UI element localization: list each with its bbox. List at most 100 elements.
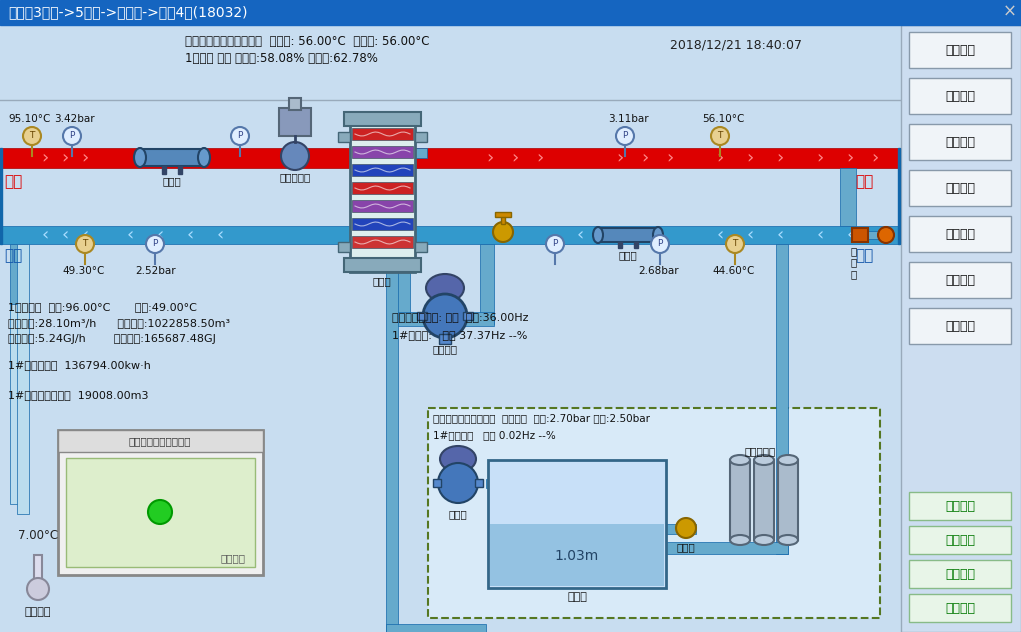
Bar	[778, 460, 798, 540]
Text: ›: ›	[42, 149, 49, 167]
Bar	[162, 166, 166, 174]
Text: ‹: ‹	[717, 226, 724, 244]
Bar	[0, 148, 2, 244]
Circle shape	[76, 235, 94, 253]
Text: ‹: ‹	[61, 226, 68, 244]
Text: ›: ›	[617, 149, 624, 167]
Text: ‹: ‹	[187, 226, 194, 244]
Bar	[475, 479, 483, 487]
Text: 返回站点: 返回站点	[945, 602, 975, 614]
Circle shape	[23, 127, 41, 145]
Bar	[840, 168, 856, 226]
Text: ›: ›	[717, 149, 724, 167]
Ellipse shape	[653, 227, 663, 243]
Bar	[634, 242, 638, 248]
Text: ›: ›	[82, 149, 89, 167]
Text: ‹: ‹	[82, 226, 89, 244]
Text: ‹: ‹	[846, 226, 854, 244]
Bar	[909, 170, 1011, 206]
Text: 机组：3工区->5班组->钢花站->钢花4管(18032): 机组：3工区->5班组->钢花站->钢花4管(18032)	[8, 5, 247, 19]
Circle shape	[27, 578, 49, 600]
Ellipse shape	[778, 535, 798, 545]
Text: ›: ›	[846, 149, 854, 167]
Bar	[352, 164, 414, 176]
Bar	[909, 526, 1011, 554]
Circle shape	[878, 227, 894, 243]
Bar	[396, 244, 410, 324]
Bar	[909, 32, 1011, 68]
Bar	[344, 258, 421, 272]
Text: ‹: ‹	[601, 226, 609, 244]
Text: 历史记录: 历史记录	[945, 533, 975, 547]
Text: ›: ›	[776, 149, 784, 167]
Text: ‹: ‹	[216, 226, 224, 244]
Text: ›: ›	[497, 540, 503, 556]
Text: ›: ›	[536, 149, 543, 167]
Text: T: T	[30, 131, 35, 140]
Text: 报警信息: 报警信息	[945, 44, 975, 56]
Ellipse shape	[134, 148, 146, 167]
Circle shape	[726, 235, 744, 253]
Text: 集中供热节能控制装置: 集中供热节能控制装置	[129, 436, 191, 446]
Bar	[178, 166, 182, 174]
Text: ‹: ‹	[42, 226, 49, 244]
Text: 循环泵控制模式: 手动  频率:36.00Hz: 循环泵控制模式: 手动 频率:36.00Hz	[392, 312, 529, 322]
Text: ›: ›	[512, 149, 519, 167]
Text: 瞬时热量:5.24GJ/h        累计热量:165687.48GJ: 瞬时热量:5.24GJ/h 累计热量:165687.48GJ	[8, 334, 215, 344]
Circle shape	[281, 142, 309, 170]
Bar	[417, 312, 427, 320]
Circle shape	[546, 235, 564, 253]
Text: 换热器: 换热器	[373, 276, 391, 286]
Circle shape	[63, 127, 81, 145]
Bar	[415, 148, 427, 158]
Text: 95.10°C: 95.10°C	[8, 114, 50, 124]
Bar	[10, 244, 25, 304]
Circle shape	[148, 500, 172, 524]
Text: 瞬时流量:28.10m³/h      累计流量:1022858.50m³: 瞬时流量:28.10m³/h 累计流量:1022858.50m³	[8, 318, 230, 328]
Text: 二回: 二回	[855, 248, 873, 263]
Bar	[909, 262, 1011, 298]
Bar	[852, 228, 868, 242]
Text: 补水箱: 补水箱	[567, 592, 587, 602]
Bar	[338, 132, 350, 142]
Text: 水泵控制: 水泵控制	[945, 181, 975, 195]
Bar	[352, 236, 414, 248]
Bar	[352, 182, 414, 194]
Bar	[58, 430, 263, 575]
Bar	[289, 98, 301, 110]
Text: 泄
压
阀: 泄 压 阀	[850, 246, 857, 279]
Text: 二供: 二供	[855, 174, 873, 189]
Bar	[495, 212, 510, 217]
Bar	[344, 112, 421, 126]
Bar	[10, 304, 25, 504]
Text: 校准时间: 校准时间	[945, 90, 975, 102]
Bar	[396, 312, 494, 326]
Text: 水泵启停: 水泵启停	[945, 228, 975, 241]
Bar	[490, 524, 664, 586]
Bar	[488, 460, 666, 588]
Text: T: T	[718, 131, 723, 140]
Text: 44.60°C: 44.60°C	[712, 266, 755, 276]
Text: 7.00°C: 7.00°C	[18, 529, 58, 542]
Text: ›: ›	[547, 540, 553, 556]
Text: ‹: ‹	[776, 226, 784, 244]
Text: P: P	[152, 240, 157, 248]
Circle shape	[146, 235, 164, 253]
Text: 一供: 一供	[4, 174, 22, 189]
Text: 1#补水泵：   开启 0.02Hz --%: 1#补水泵： 开启 0.02Hz --%	[433, 430, 555, 440]
Text: 工大科雅: 工大科雅	[220, 553, 245, 563]
Text: T: T	[732, 240, 738, 248]
Bar	[338, 242, 350, 252]
Ellipse shape	[593, 227, 603, 243]
Text: ›: ›	[572, 540, 578, 556]
Circle shape	[438, 463, 478, 503]
Text: 2018/12/21 18:40:07: 2018/12/21 18:40:07	[670, 38, 803, 51]
Bar	[909, 124, 1011, 160]
Text: ‹: ‹	[746, 226, 753, 244]
Bar	[598, 228, 658, 242]
Text: ›: ›	[871, 149, 879, 167]
Bar	[350, 112, 415, 272]
Bar	[415, 242, 427, 252]
Text: 补水阀: 补水阀	[677, 542, 695, 552]
Ellipse shape	[198, 148, 210, 167]
